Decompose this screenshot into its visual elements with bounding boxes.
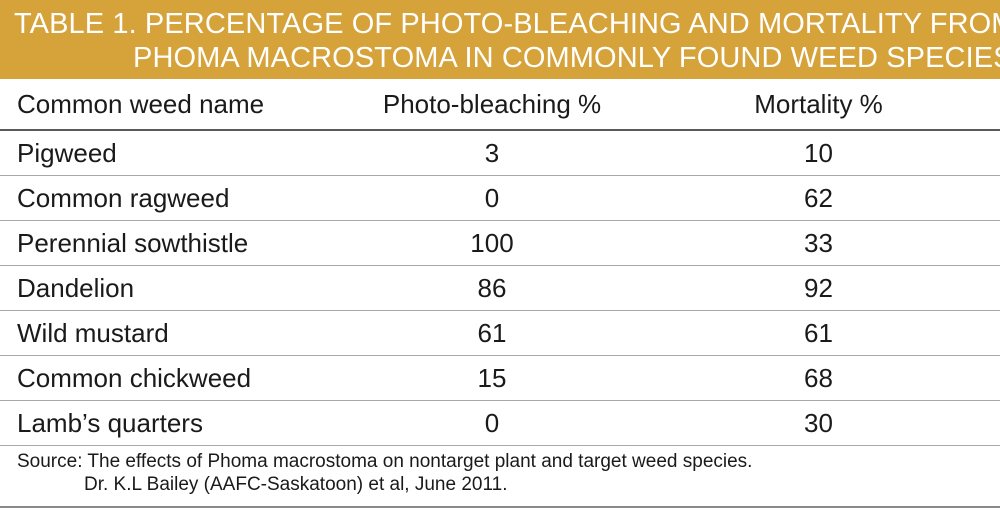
table-row: Perennial sowthistle 100 33 [0, 220, 1000, 266]
weed-name-cell: Wild mustard [0, 310, 347, 356]
table-title-banner: TABLE 1. PERCENTAGE OF PHOTO-BLEACHING A… [0, 0, 1000, 79]
weed-name-cell: Common chickweed [0, 355, 347, 401]
header-photo-bleaching: Photo-bleaching % [347, 79, 637, 131]
weed-name-cell: Common ragweed [0, 175, 347, 221]
photo-bleaching-cell: 100 [347, 220, 637, 266]
mortality-cell: 62 [637, 175, 1000, 221]
weed-species-table: Common weed name Photo-bleaching % Morta… [0, 79, 1000, 446]
table-row: Common chickweed 15 68 [0, 355, 1000, 401]
weed-name-cell: Dandelion [0, 265, 347, 311]
photo-bleaching-cell: 3 [347, 130, 637, 176]
header-common-weed-name: Common weed name [0, 79, 347, 131]
photo-bleaching-cell: 61 [347, 310, 637, 356]
table-row: Common ragweed 0 62 [0, 175, 1000, 221]
bottom-divider [0, 506, 1000, 508]
table-row: Dandelion 86 92 [0, 265, 1000, 311]
mortality-cell: 68 [637, 355, 1000, 401]
source-line-2: Dr. K.L Bailey (AAFC-Saskatoon) et al, J… [84, 474, 508, 495]
mortality-cell: 61 [637, 310, 1000, 356]
header-mortality: Mortality % [637, 79, 1000, 131]
table-title-line-1: TABLE 1. PERCENTAGE OF PHOTO-BLEACHING A… [14, 8, 1000, 40]
source-line-1: Source: The effects of Phoma macrostoma … [17, 451, 753, 472]
weed-name-cell: Lamb’s quarters [0, 400, 347, 446]
mortality-cell: 33 [637, 220, 1000, 266]
table-header-row: Common weed name Photo-bleaching % Morta… [0, 79, 1000, 131]
weed-name-cell: Perennial sowthistle [0, 220, 347, 266]
photo-bleaching-cell: 0 [347, 400, 637, 446]
table-title-line-2: PHOMA MACROSTOMA IN COMMONLY FOUND WEED … [133, 42, 1000, 74]
mortality-cell: 30 [637, 400, 1000, 446]
mortality-cell: 92 [637, 265, 1000, 311]
photo-bleaching-cell: 0 [347, 175, 637, 221]
table-row: Wild mustard 61 61 [0, 310, 1000, 356]
photo-bleaching-cell: 86 [347, 265, 637, 311]
table-row: Pigweed 3 10 [0, 130, 1000, 176]
table-row: Lamb’s quarters 0 30 [0, 400, 1000, 446]
mortality-cell: 10 [637, 130, 1000, 176]
source-note: Source: The effects of Phoma macrostoma … [17, 450, 987, 496]
weed-name-cell: Pigweed [0, 130, 347, 176]
photo-bleaching-cell: 15 [347, 355, 637, 401]
